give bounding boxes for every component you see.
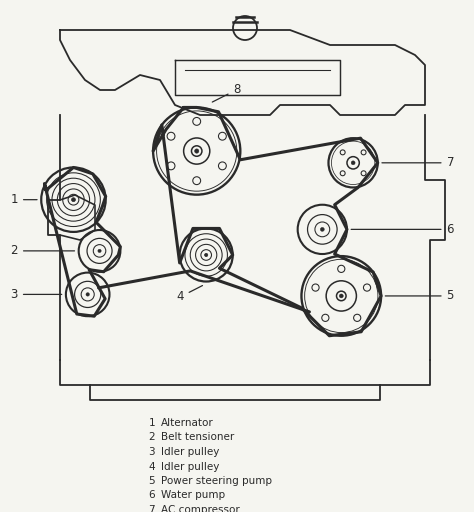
Text: 2: 2 [10,244,74,258]
Circle shape [98,249,101,252]
Text: 5: 5 [385,289,454,303]
Text: 2: 2 [148,433,155,442]
Text: 5: 5 [148,476,155,486]
Text: 1: 1 [148,418,155,428]
Circle shape [86,293,90,296]
Text: 7: 7 [148,505,155,512]
Text: 3: 3 [10,288,62,301]
Circle shape [194,149,199,153]
Text: 6: 6 [351,223,454,236]
Text: Belt tensioner: Belt tensioner [161,433,234,442]
Circle shape [339,294,343,298]
Text: 4: 4 [148,461,155,472]
Circle shape [205,253,208,257]
Text: 4: 4 [176,286,202,304]
Text: Alternator: Alternator [161,418,214,428]
Circle shape [320,227,324,231]
Circle shape [351,161,355,165]
Text: Idler pulley: Idler pulley [161,461,219,472]
Text: 6: 6 [148,490,155,501]
Text: Idler pulley: Idler pulley [161,447,219,457]
Text: 7: 7 [382,156,454,169]
Text: 8: 8 [212,83,241,102]
Text: Power steering pump: Power steering pump [161,476,272,486]
Text: 3: 3 [148,447,155,457]
Text: AC compressor: AC compressor [161,505,240,512]
Circle shape [72,198,75,202]
Text: Water pump: Water pump [161,490,225,501]
Text: 1: 1 [10,193,37,206]
